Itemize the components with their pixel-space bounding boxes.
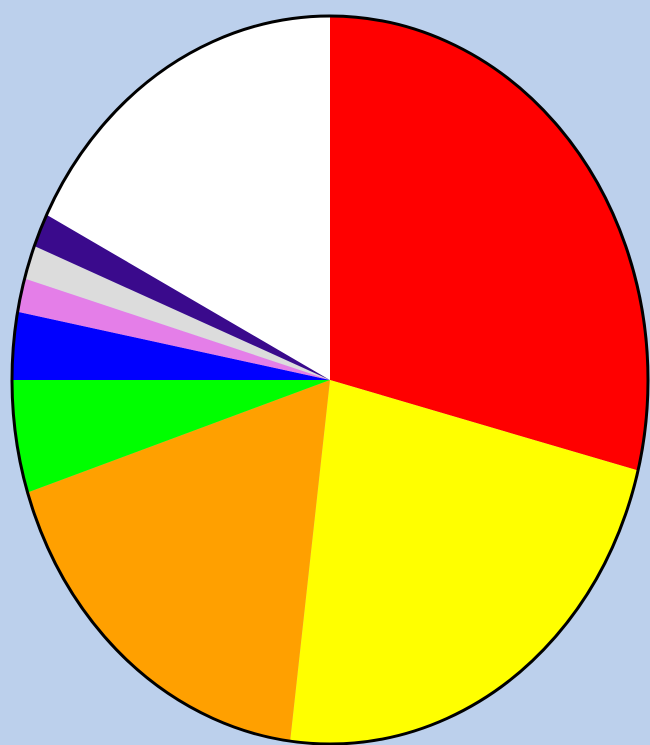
- pie-slice: [12, 380, 330, 493]
- pie-slice: [330, 16, 648, 471]
- pie-slice: [290, 380, 639, 744]
- pie-slice: [27, 380, 331, 742]
- pie-outline: [10, 14, 650, 745]
- pie-slice: [17, 278, 330, 380]
- pie-slice: [24, 246, 330, 380]
- pie-slice: [12, 311, 330, 380]
- pie-slice: [34, 214, 330, 380]
- pie-slice: [46, 16, 331, 380]
